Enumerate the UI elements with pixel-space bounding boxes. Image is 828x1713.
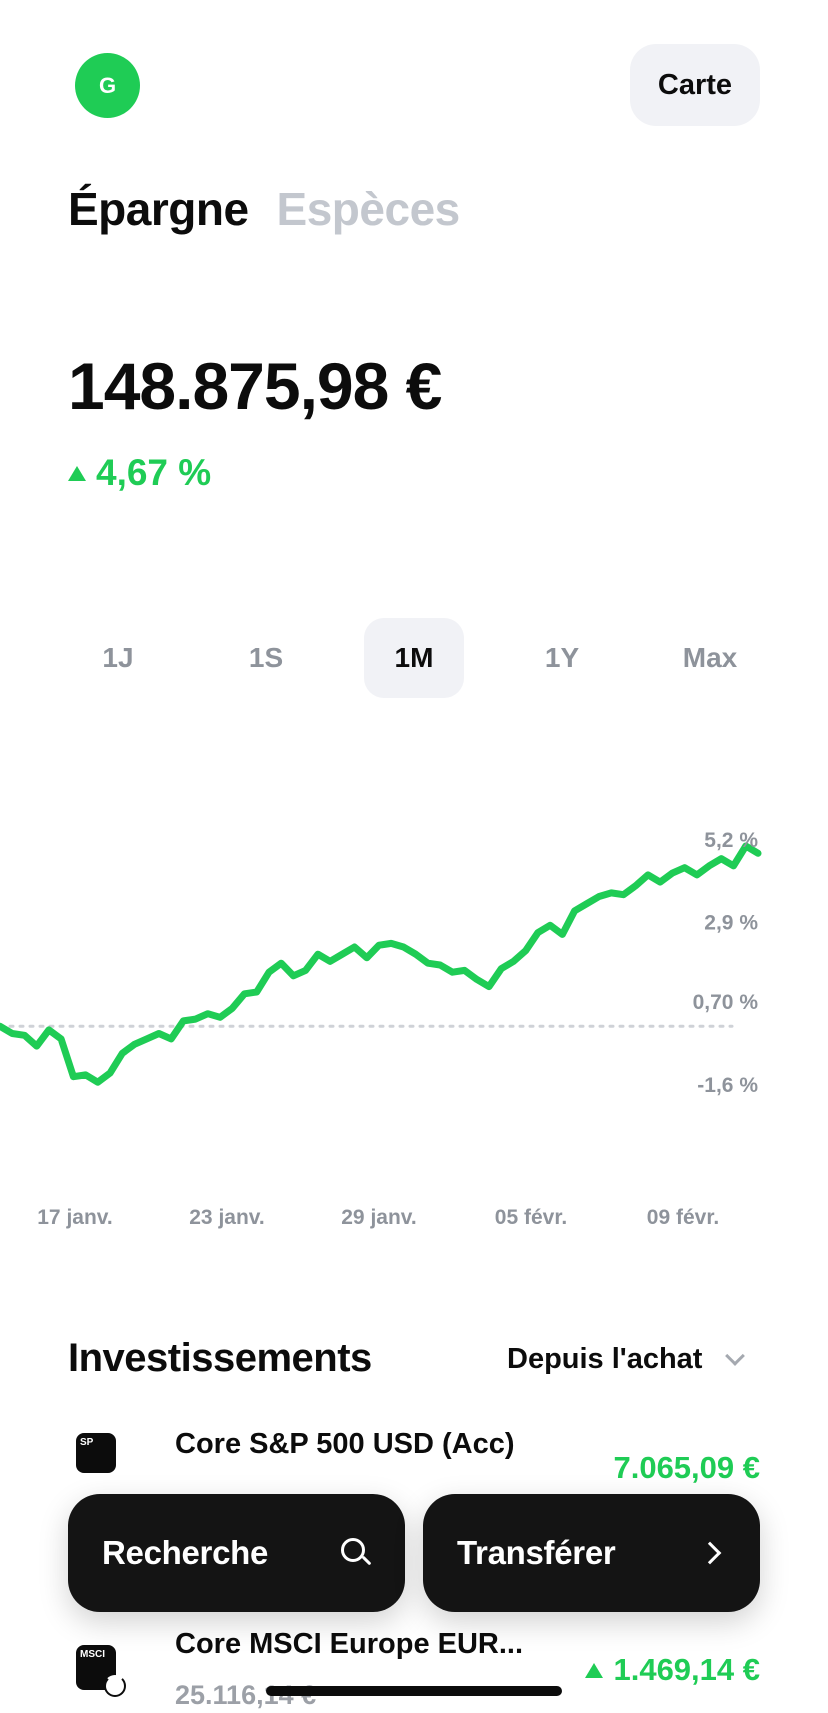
- x-tick-label: 05 févr.: [495, 1206, 567, 1229]
- x-tick-label: 09 févr.: [647, 1206, 719, 1229]
- account-tabs: Épargne Espèces: [68, 182, 460, 236]
- x-tick-label: 23 janv.: [189, 1206, 265, 1229]
- chart-series-line: [0, 842, 762, 1086]
- triangle-up-icon: [68, 465, 86, 481]
- y-tick-label: 5,2 %: [704, 829, 758, 852]
- period-max[interactable]: Max: [682, 642, 738, 673]
- investments-filter[interactable]: Depuis l'achat: [507, 1343, 746, 1376]
- search-icon: [341, 1538, 372, 1568]
- y-tick-label: -1,6 %: [697, 1074, 758, 1097]
- y-tick-label: 0,70 %: [693, 991, 759, 1014]
- triangle-up-icon: [585, 1662, 604, 1678]
- investments-title: Investissements: [68, 1336, 372, 1380]
- period-1m[interactable]: 1M: [364, 618, 464, 698]
- tab-epargne[interactable]: Épargne: [68, 183, 249, 235]
- avatar[interactable]: G: [75, 53, 140, 118]
- investments-filter-label: Depuis l'achat: [507, 1343, 703, 1375]
- period-1s[interactable]: 1S: [248, 642, 284, 673]
- tab-especes[interactable]: Espèces: [276, 183, 461, 235]
- sync-icon: [104, 1675, 126, 1697]
- period-selector: 1J 1S 1M 1Y Max: [68, 618, 760, 698]
- transfer-button[interactable]: Transférer: [423, 1494, 760, 1612]
- holding-performance-value: 7.065,09 €: [613, 1450, 760, 1485]
- y-axis-ticks: 5,2 % 2,9 % 0,70 % -1,6 %: [693, 829, 759, 1097]
- chevron-down-icon: [725, 1345, 746, 1366]
- x-tick-label: 29 janv.: [341, 1206, 417, 1229]
- portfolio-change-value: 4,67 %: [96, 452, 212, 493]
- holding-performance: 7.065,09 €: [613, 1450, 760, 1486]
- y-tick-label: 2,9 %: [704, 912, 758, 935]
- transfer-button-label: Transférer: [457, 1534, 616, 1571]
- holding-performance: 1.469,14 €: [585, 1652, 760, 1688]
- x-tick-label: 17 janv.: [37, 1206, 113, 1229]
- portfolio-balance: 148.875,98 €: [68, 349, 442, 423]
- holding-row[interactable]: MSCI Core MSCI Europe EUR... 25.116,14 €…: [0, 1620, 828, 1713]
- holding-name: Core MSCI Europe EUR...: [175, 1628, 524, 1660]
- home-indicator: [266, 1686, 562, 1696]
- holding-row[interactable]: SP Core S&P 500 USD (Acc) 7.065,09 €: [0, 1420, 828, 1530]
- portfolio-change: 4,67 %: [68, 452, 211, 494]
- search-button[interactable]: Recherche: [68, 1494, 405, 1612]
- holding-performance-value: 1.469,14 €: [613, 1652, 760, 1687]
- holding-name: Core S&P 500 USD (Acc): [175, 1428, 515, 1460]
- period-1j[interactable]: 1J: [102, 642, 134, 673]
- card-button[interactable]: Carte: [630, 44, 760, 126]
- x-axis-ticks: 17 janv. 23 janv. 29 janv. 05 févr. 09 févr.: [37, 1206, 719, 1229]
- chevron-right-icon: [698, 1541, 722, 1565]
- performance-chart[interactable]: 5,2 % 2,9 % 0,70 % -1,6 % 17 janv. 23 janv. 2…: [0, 790, 828, 1240]
- period-1y[interactable]: 1Y: [544, 642, 580, 673]
- search-button-label: Recherche: [102, 1534, 269, 1571]
- etf-logo: SP: [76, 1433, 116, 1473]
